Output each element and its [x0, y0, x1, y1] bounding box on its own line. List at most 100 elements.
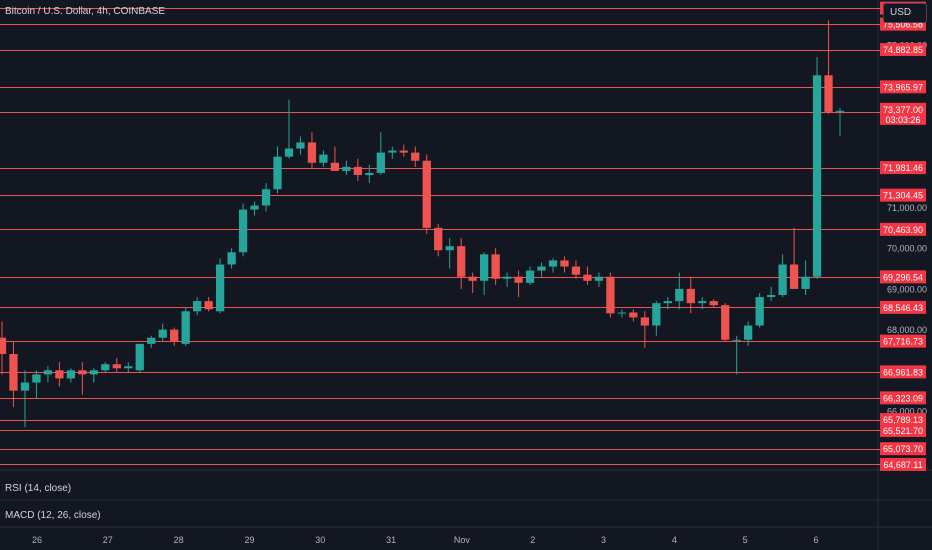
candle-body [457, 246, 466, 277]
candle-body [89, 370, 98, 375]
candle-body [181, 311, 190, 344]
level-price-label[interactable]: 70,463.90 [880, 222, 926, 236]
candle-body [307, 142, 317, 163]
candle [204, 297, 213, 312]
candle [20, 370, 30, 428]
candle-body [250, 205, 259, 210]
time-tick-label: 5 [743, 535, 748, 545]
current-price-label-bg [880, 102, 926, 125]
candle [755, 292, 764, 328]
candle [353, 158, 362, 182]
level-price-label-text: 71,304.45 [883, 191, 923, 201]
candle [445, 238, 454, 269]
candle [250, 201, 259, 216]
candle-body [319, 154, 328, 163]
price-tick-label: 71,000.00 [887, 203, 927, 213]
candle-body [342, 166, 351, 171]
time-tick-label: 26 [32, 535, 42, 545]
level-price-label-bg [880, 442, 926, 456]
candle [330, 146, 340, 171]
candle-body [399, 150, 408, 153]
level-price-label[interactable]: 68,546.43 [880, 300, 926, 314]
candle [0, 321, 7, 375]
level-price-label-bg [880, 457, 926, 471]
candle-body [548, 260, 558, 267]
time-tick-label: 6 [813, 535, 818, 545]
candle [319, 150, 328, 167]
candle-body [789, 264, 799, 289]
level-price-label[interactable]: 71,304.45 [880, 188, 926, 202]
level-price-label[interactable]: 65,521.70 [880, 423, 926, 437]
level-price-label[interactable]: 66,961.83 [880, 365, 926, 379]
candle-body [422, 160, 431, 228]
currency-button[interactable]: USD [883, 3, 927, 23]
level-price-label-text: 73,965.97 [883, 82, 923, 92]
level-price-label-bg [880, 270, 926, 284]
candle [399, 144, 408, 157]
level-price-label[interactable]: 69,296.54 [880, 270, 926, 284]
candle-body [193, 301, 202, 312]
candle [766, 286, 776, 302]
level-price-label[interactable]: 65,073.70 [880, 442, 926, 456]
candle [342, 160, 351, 175]
time-tick-label: 4 [672, 535, 677, 545]
candle-body [78, 370, 87, 375]
candle-body [353, 166, 362, 175]
candle-body [20, 382, 30, 391]
candle [388, 146, 397, 159]
candle-body [273, 156, 282, 190]
candle [491, 248, 500, 285]
candle [170, 327, 179, 346]
candle-body [744, 325, 753, 340]
candle-body [330, 162, 340, 171]
candle-body [158, 329, 167, 338]
level-price-label-text: 70,463.90 [883, 225, 923, 235]
candle [789, 227, 799, 289]
candle-body [215, 264, 225, 312]
candle-body [617, 312, 627, 314]
macd-pane-label[interactable]: MACD (12, 26, close) [5, 510, 101, 521]
candle [181, 307, 190, 346]
level-price-label[interactable]: 64,687.11 [880, 457, 926, 471]
candle [89, 368, 98, 383]
candle-body [721, 305, 730, 340]
candle-body [824, 75, 833, 112]
candle [525, 266, 535, 285]
level-price-label[interactable]: 66,323.09 [880, 391, 926, 405]
candle-body [755, 297, 764, 326]
candle-body [801, 276, 810, 289]
candle-body [571, 266, 581, 275]
level-price-label-bg [880, 334, 926, 348]
candle-body [434, 227, 443, 251]
level-price-label[interactable]: 74,882.85 [880, 43, 926, 57]
candle-body [698, 301, 707, 304]
level-price-label-text: 69,296.54 [883, 272, 923, 282]
level-price-label[interactable]: 65,789.13 [880, 413, 926, 427]
rsi-pane-label[interactable]: RSI (14, close) [5, 483, 72, 494]
candle [744, 321, 753, 346]
level-price-label[interactable]: 67,716.73 [880, 334, 926, 348]
level-price-label[interactable]: 73,965.97 [880, 80, 926, 94]
level-price-label-text: 66,323.09 [883, 393, 923, 403]
time-tick-label: 29 [244, 535, 254, 545]
candle [537, 262, 546, 277]
horizontal-level-lines [0, 8, 880, 465]
candle-body [468, 276, 477, 281]
candle-body [502, 276, 512, 279]
level-price-label-text: 64,687.11 [883, 460, 922, 470]
candle [215, 258, 225, 314]
candle-body [629, 312, 638, 318]
level-price-label[interactable]: 71,981.46 [880, 161, 926, 175]
price-tick-label: 69,000.00 [887, 284, 927, 294]
candle-body [204, 301, 213, 310]
candle-body [55, 370, 64, 379]
candle [468, 272, 477, 293]
candle [66, 368, 76, 383]
level-price-label-text: 74,882.85 [883, 45, 923, 55]
level-price-label-bg [880, 423, 926, 437]
candle-body [445, 246, 454, 251]
candle-body [525, 270, 535, 283]
